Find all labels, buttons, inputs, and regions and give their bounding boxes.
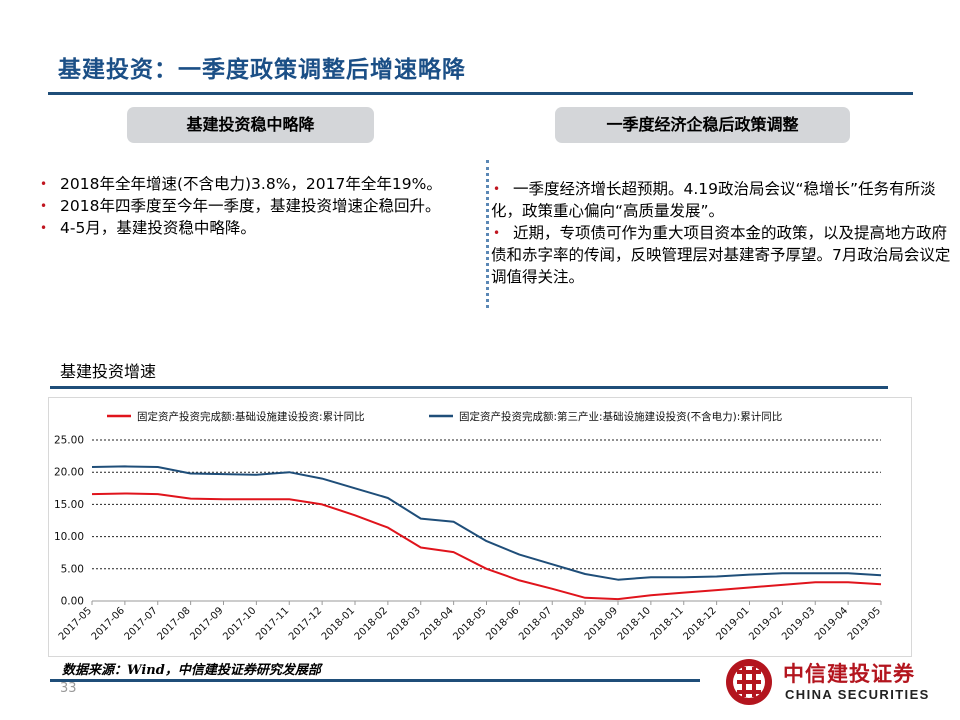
- x-tick-label: 2018-12: [681, 605, 718, 642]
- bullet-item: • 2018年四季度至今年一季度，基建投资增速企稳回升。: [38, 195, 450, 217]
- chart-section-divider: [50, 386, 888, 389]
- bullet-item: • 2018年全年增速(不含电力)3.8%，2017年全年19%。: [38, 173, 450, 195]
- bullet-text: 近期，专项债可作为重大项目资本金的政策，以及提高地方政府债和赤字率的传闻，反映管…: [491, 224, 951, 286]
- series-line: [91, 492, 882, 601]
- x-tick-label: 2017-05: [57, 605, 94, 642]
- x-tick-label: 2018-11: [649, 605, 686, 642]
- x-tick-label: 2018-09: [583, 605, 620, 642]
- company-logo: 中信建投证券 CHINA SECURITIES: [723, 654, 928, 712]
- x-tick-label: 2018-04: [418, 605, 455, 642]
- source-note: 数据来源：Wind，中信建投证券研究发展部: [62, 663, 321, 678]
- x-tick-label: 2019-03: [780, 605, 817, 642]
- column-divider: [486, 160, 489, 308]
- y-tick-label: 15.00: [54, 499, 84, 511]
- line-chart: 0.005.0010.0015.0020.0025.002017-052017-…: [54, 410, 883, 643]
- title-divider: [48, 92, 913, 95]
- y-tick-label: 10.00: [54, 531, 84, 543]
- right-section-heading: 一季度经济企稳后政策调整: [555, 107, 850, 143]
- x-tick-label: 2017-11: [254, 605, 291, 642]
- x-tick-label: 2018-08: [550, 605, 587, 642]
- bullet-item: • 近期，专项债可作为重大项目资本金的政策，以及提高地方政府债和赤字率的传闻，反映…: [491, 222, 951, 288]
- bullet-text: 2018年四季度至今年一季度，基建投资增速企稳回升。: [60, 197, 441, 215]
- bullet-dot-icon: •: [493, 226, 501, 240]
- y-tick-label: 20.00: [54, 467, 84, 479]
- x-tick-label: 2018-10: [616, 605, 653, 642]
- page-number: 33: [60, 681, 77, 696]
- bullet-text: 4-5月，基建投资稳中略降。: [60, 219, 256, 237]
- bullet-text: 一季度经济增长超预期。4.19政治局会议“稳增长”任务有所淡化，政策重心偏向“高…: [491, 180, 936, 220]
- bullet-item: • 一季度经济增长超预期。4.19政治局会议“稳增长”任务有所淡化，政策重心偏向“…: [491, 178, 951, 222]
- right-bullet-list: • 一季度经济增长超预期。4.19政治局会议“稳增长”任务有所淡化，政策重心偏向“…: [491, 178, 951, 288]
- china-securities-logo-icon: [726, 659, 772, 705]
- series-line: [91, 465, 882, 581]
- chart-section-title: 基建投资增速: [60, 362, 157, 381]
- left-bullet-list: • 2018年全年增速(不含电力)3.8%，2017年全年19%。 • 2018年四…: [38, 173, 450, 239]
- x-tick-label: 2017-08: [155, 605, 192, 642]
- page-title: 基建投资：一季度政策调整后增速略降: [58, 56, 466, 83]
- y-tick-label: 5.00: [61, 563, 84, 575]
- legend-label: 固定资产投资完成额:基础设施建设投资:累计同比: [137, 410, 365, 423]
- x-tick-label: 2019-05: [846, 605, 883, 642]
- x-tick-label: 2018-07: [517, 605, 554, 642]
- y-tick-label: 0.00: [61, 596, 84, 608]
- x-tick-label: 2017-07: [123, 605, 160, 642]
- footer-divider: [50, 679, 700, 682]
- bullet-dot-icon: •: [40, 221, 48, 235]
- chart-panel: 0.00 5.00 10.00 15.00 20.00 25.00 2017-05 2017-…: [48, 397, 912, 657]
- x-tick-label: 2017-06: [90, 605, 127, 642]
- x-tick-label: 2017-10: [221, 605, 258, 642]
- logo-chinese-name: 中信建投证券: [783, 662, 915, 686]
- x-tick-label: 2019-02: [747, 605, 784, 642]
- bullet-text: 2018年全年增速(不含电力)3.8%，2017年全年19%。: [60, 175, 442, 193]
- left-section-heading: 基建投资稳中略降: [127, 107, 374, 143]
- x-tick-label: 2017-09: [188, 605, 225, 642]
- x-tick-label: 2019-04: [813, 605, 850, 642]
- x-tick-label: 2018-01: [320, 605, 357, 642]
- logo-english-name: CHINA SECURITIES: [785, 687, 930, 702]
- x-tick-label: 2017-12: [287, 605, 324, 642]
- legend-label: 固定资产投资完成额:第三产业:基础设施建设投资(不含电力):累计同比: [459, 410, 782, 423]
- x-tick-label: 2018-05: [451, 605, 488, 642]
- x-tick-label: 2018-03: [386, 605, 423, 642]
- bullet-item: • 4-5月，基建投资稳中略降。: [38, 217, 450, 239]
- bullet-dot-icon: •: [493, 182, 501, 196]
- x-tick-label: 2019-01: [714, 605, 751, 642]
- x-tick-label: 2018-06: [484, 605, 521, 642]
- x-tick-label: 2018-02: [353, 605, 390, 642]
- bullet-dot-icon: •: [40, 199, 48, 213]
- bullet-dot-icon: •: [40, 177, 48, 191]
- y-tick-label: 25.00: [54, 435, 84, 447]
